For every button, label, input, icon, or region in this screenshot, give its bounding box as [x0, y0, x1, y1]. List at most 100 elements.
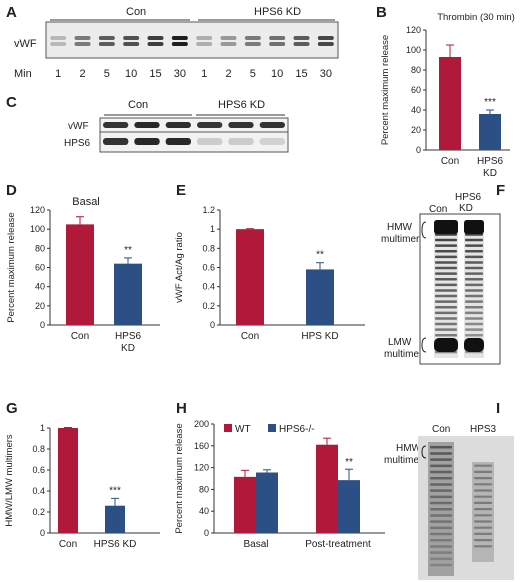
blot-c-band-vwf: [259, 122, 285, 128]
gel-f-lmw-line1: LMW: [388, 337, 412, 348]
gel-f-band: [435, 334, 457, 337]
gel-i-lane-hps3: HPS3: [470, 424, 497, 435]
blot-a-band-upper: [220, 36, 237, 40]
x-tick-label: Basal: [243, 539, 268, 550]
bar-con: [58, 428, 78, 533]
blot-a-group-con: Con: [126, 6, 147, 18]
gel-i-band: [430, 452, 452, 455]
significance-marker: **: [124, 245, 132, 256]
gel-i-band: [430, 532, 452, 536]
y-tick-label: 0.8: [202, 243, 215, 253]
y-tick-label: 80: [199, 484, 209, 494]
gel-i-band: [430, 508, 452, 511]
gel-f-band: [465, 334, 483, 337]
gel-f-band: [465, 300, 483, 303]
chart-d: 0 20 40 60 80 100 120 Percent maximum release Ba…: [6, 196, 160, 354]
blot-c-band-vwf: [134, 122, 160, 128]
x-tick-label: Con: [441, 156, 459, 167]
gel-i-band: [474, 464, 492, 467]
x-tick-label: Post-treatment: [305, 539, 371, 550]
gel-f-band: [435, 272, 457, 275]
significance-marker: ***: [484, 97, 496, 108]
gel-f-band: [435, 306, 457, 309]
blot-a-band-lower: [269, 42, 286, 46]
legend-swatch: [224, 424, 232, 432]
gel-f-band: [435, 250, 457, 253]
blot-c-band-hps6: [228, 138, 254, 145]
x-tick-label: HPS6: [477, 156, 504, 167]
gel-f-lane-con: Con: [429, 204, 448, 215]
gel-f-band: [465, 322, 483, 326]
gel-f-band: [465, 328, 483, 331]
gel-f-band: [435, 244, 457, 247]
blot-a-group-kd: HPS6 KD: [254, 6, 302, 18]
gel-i-band: [474, 489, 492, 492]
y-tick-label: 0.8: [32, 444, 45, 454]
y-tick-label: 1.2: [202, 205, 215, 215]
gel-f-band: [465, 278, 483, 281]
y-tick-label: 1: [210, 224, 215, 234]
y-tick-label: 0.6: [32, 465, 45, 475]
gel-f-band: [465, 266, 483, 270]
gel-f-lmw-bracket: [421, 337, 427, 353]
western-blot-c: [99, 117, 289, 153]
blot-c-membrane: [99, 117, 289, 153]
gel-i-band: [430, 520, 452, 523]
y-tick-label: 1: [40, 423, 45, 433]
blot-a-minute-label: 15: [295, 68, 308, 80]
gel-f-top-band: [434, 220, 458, 234]
blot-a-minute-label: 2: [79, 68, 86, 80]
blot-a-group-lines: [50, 19, 335, 21]
gel-f-band: [435, 294, 457, 298]
bar-kd: [105, 505, 125, 533]
x-tick-label: Con: [71, 331, 89, 342]
x-tick-label: Con: [241, 331, 259, 342]
gel-i-band: [430, 477, 452, 480]
x-tick-label: HPS6 KD: [94, 539, 137, 550]
blot-a-band-lower: [171, 42, 188, 46]
y-axis-label: HMW/LMW multimers: [4, 434, 15, 527]
blot-a-minute-label: 1: [55, 68, 62, 80]
chart-g: 0 0.2 0.4 0.6 0.8 1 HMW/LMW multimers Con *** HPS…: [4, 423, 160, 550]
y-tick-label: 0: [40, 320, 45, 330]
chart-title: Thrombin (30 min): [437, 12, 515, 23]
blot-a-minute-label: 30: [173, 68, 186, 80]
gel-f-bottom-band: [434, 338, 458, 352]
bar-wt: [234, 476, 256, 533]
gel-i-band: [474, 477, 492, 480]
blot-a-band-lower: [50, 42, 67, 46]
y-tick-label: 40: [35, 282, 45, 292]
blot-a-minute-label: 10: [271, 68, 284, 80]
blot-a-band-upper: [269, 36, 286, 40]
blot-a-min-label: Min: [14, 68, 32, 80]
x-tick-label: HPS6: [115, 331, 142, 342]
gel-i-band: [474, 483, 492, 486]
y-tick-label: 0: [40, 528, 45, 538]
blot-c-band-hps6: [197, 138, 223, 145]
gel-i-band: [474, 501, 492, 504]
gel-f-band: [465, 311, 483, 315]
blot-c-group-lines: [104, 114, 285, 116]
gel-f-band: [465, 283, 483, 287]
gel-f-band: [435, 317, 457, 320]
blot-a-band-upper: [74, 36, 91, 40]
blot-a-minute-label: 15: [149, 68, 162, 80]
panel-letter-b: B: [376, 4, 387, 21]
blot-c-row-hps6: HPS6: [64, 138, 91, 149]
bar-kd: [114, 263, 142, 325]
gel-f-band: [435, 311, 457, 315]
blot-a-band-upper: [50, 36, 67, 40]
gel-f-band: [465, 238, 483, 242]
blot-a-band-lower: [317, 42, 334, 46]
panel-letter-a: A: [6, 4, 17, 21]
y-tick-label: 0: [416, 145, 421, 155]
gel-f-band: [435, 289, 457, 292]
bar-con: [66, 224, 94, 325]
y-tick-label: 40: [411, 105, 421, 115]
bar-kd: [306, 269, 334, 325]
y-tick-label: 0.6: [202, 263, 215, 273]
blot-a-band-lower: [98, 42, 115, 46]
panel-letter-f: F: [496, 182, 506, 199]
gel-f-top-band: [464, 220, 484, 234]
bar-con: [439, 57, 461, 150]
